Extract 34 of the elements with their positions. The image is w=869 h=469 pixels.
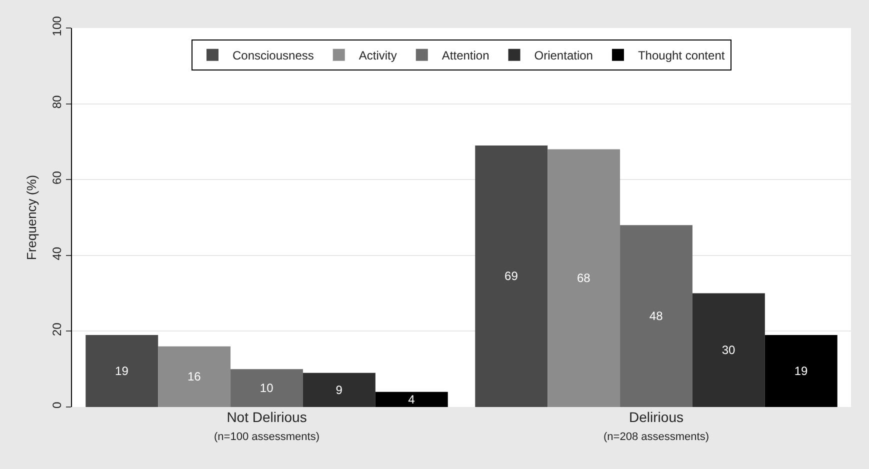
y-tick-label: 100 [50, 16, 64, 36]
data-label: 19 [115, 364, 129, 378]
bar [692, 293, 765, 407]
y-tick-label: 80 [50, 95, 64, 109]
bar [620, 225, 692, 407]
bar [475, 145, 548, 407]
data-label: 48 [649, 309, 664, 324]
data-label: 10 [260, 381, 274, 396]
bar [375, 392, 448, 407]
bar [230, 369, 303, 407]
y-tick-label: 40 [50, 246, 64, 260]
bar [158, 346, 231, 407]
x-tick-label: Delirious (n=208 assessments) [604, 409, 709, 444]
bar [548, 149, 620, 407]
bar [86, 334, 158, 407]
data-label: 68 [576, 271, 591, 286]
data-label: 9 [336, 382, 343, 397]
y-tick-label: 0 [50, 402, 64, 409]
legend-label: Consciousness [232, 48, 314, 63]
data-label: 4 [408, 392, 416, 406]
x-tick-label: Not Delirious (n=100 assessments) [214, 409, 320, 444]
data-label: 19 [794, 364, 808, 378]
bar [764, 334, 838, 407]
legend-label: Thought content [638, 48, 726, 63]
data-label: 69 [504, 269, 518, 284]
bar [302, 372, 376, 407]
legend-label: Activity [358, 48, 397, 63]
data-label: 30 [722, 343, 736, 358]
legend-label: Attention [442, 48, 490, 63]
y-axis-title: Frequency (%) [24, 174, 39, 260]
legend-label: Orientation [534, 48, 593, 63]
y-tick-label: 20 [50, 322, 64, 336]
y-tick-label: 60 [50, 170, 64, 184]
data-label: 16 [187, 370, 202, 384]
